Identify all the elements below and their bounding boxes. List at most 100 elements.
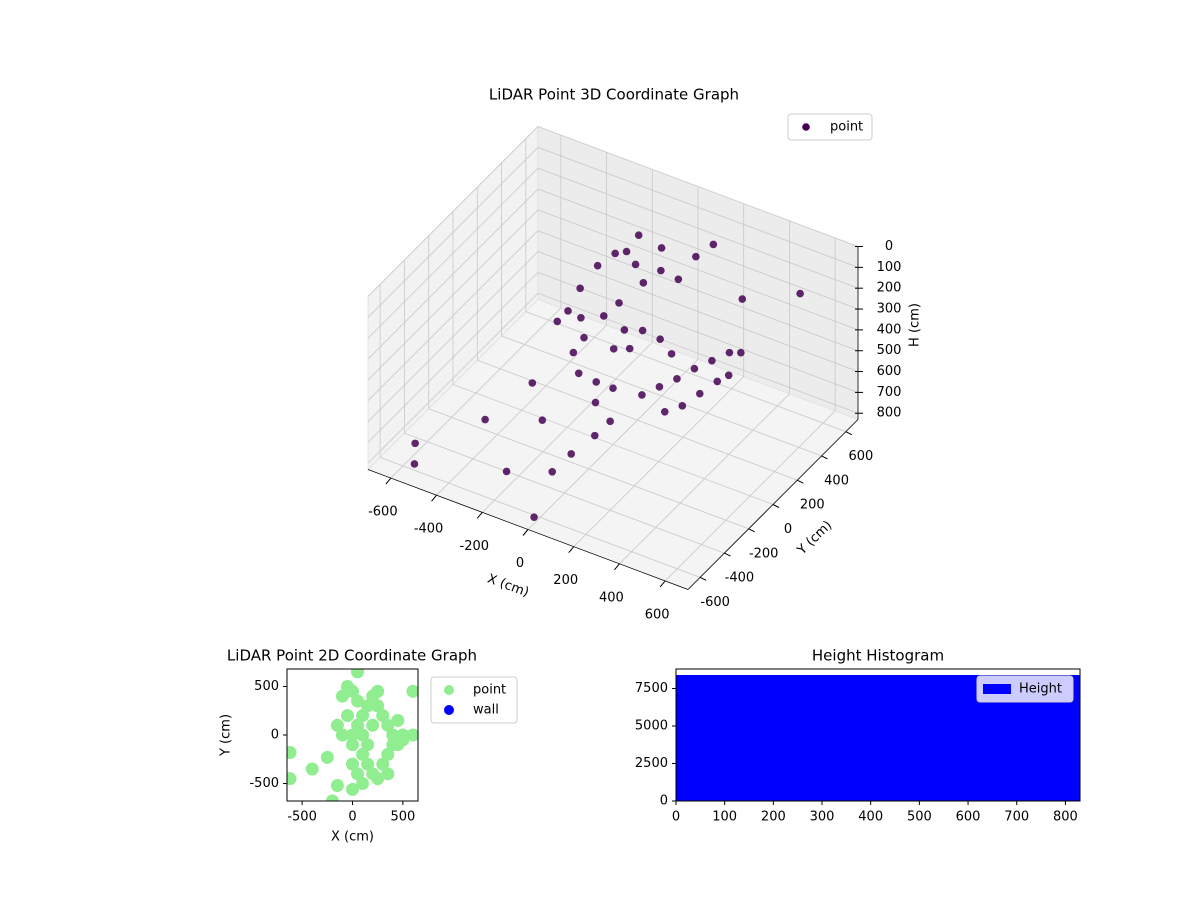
legend-label: wall bbox=[473, 703, 499, 718]
point bbox=[576, 284, 584, 293]
y-tick bbox=[845, 431, 853, 436]
point bbox=[620, 326, 629, 334]
point bbox=[356, 747, 370, 761]
point bbox=[371, 684, 385, 698]
chart-title: LiDAR Point 2D Coordinate Graph bbox=[227, 647, 477, 665]
x-tick-label: -500 bbox=[287, 810, 317, 825]
y-tick-label: 0 bbox=[271, 728, 279, 743]
x-tick bbox=[522, 529, 529, 536]
x-tick-label: 300 bbox=[810, 810, 835, 825]
point bbox=[287, 772, 297, 786]
y-tick-label: -200 bbox=[749, 546, 779, 561]
x-tick-label: 700 bbox=[1004, 810, 1029, 825]
y-axis-line bbox=[687, 419, 859, 590]
point bbox=[386, 728, 400, 742]
point bbox=[361, 757, 375, 771]
grid-line bbox=[367, 147, 539, 318]
y-axis-label: Y (cm) bbox=[219, 714, 234, 757]
point bbox=[287, 745, 297, 759]
point bbox=[391, 713, 405, 727]
point bbox=[737, 348, 745, 357]
point bbox=[738, 295, 747, 303]
z-tick-label: 800 bbox=[877, 406, 902, 421]
axes-frame bbox=[286, 668, 419, 802]
x-tick-label: 400 bbox=[858, 810, 883, 825]
x-tick-label: 800 bbox=[1053, 810, 1078, 825]
point bbox=[371, 772, 385, 786]
point bbox=[351, 718, 365, 732]
legend-label: point bbox=[830, 120, 863, 135]
point bbox=[351, 767, 365, 781]
point bbox=[330, 778, 344, 792]
z-tick-label: 600 bbox=[877, 364, 902, 379]
x-tick bbox=[385, 477, 392, 485]
grid-line bbox=[367, 251, 539, 422]
x-tick bbox=[431, 494, 437, 502]
point bbox=[371, 699, 385, 713]
y-tick-label: 5000 bbox=[635, 719, 668, 734]
point bbox=[615, 299, 623, 307]
point bbox=[690, 364, 699, 373]
z-tick-label: 100 bbox=[877, 260, 902, 275]
point bbox=[590, 431, 599, 440]
point bbox=[553, 317, 562, 326]
y-tick-label: -500 bbox=[249, 776, 279, 791]
x-tick-label: 600 bbox=[645, 607, 670, 622]
y-tick-label: -400 bbox=[725, 571, 755, 586]
legend-label: point bbox=[473, 683, 506, 698]
point bbox=[634, 231, 643, 240]
point bbox=[406, 684, 418, 698]
point bbox=[609, 384, 617, 393]
axes-frame bbox=[675, 668, 1081, 802]
x-tick-label: 500 bbox=[907, 810, 932, 825]
point bbox=[530, 513, 538, 521]
point bbox=[376, 709, 390, 723]
point bbox=[569, 348, 578, 357]
y-tick bbox=[821, 455, 828, 460]
grid-line bbox=[537, 272, 859, 393]
legend-swatch bbox=[444, 705, 454, 715]
point bbox=[346, 728, 359, 742]
x-axis-label: X (cm) bbox=[331, 830, 374, 845]
grid-line bbox=[537, 126, 859, 247]
y-tick-label: 7500 bbox=[635, 681, 668, 696]
point bbox=[361, 699, 375, 713]
point bbox=[638, 391, 646, 399]
point bbox=[406, 728, 418, 742]
grid-line bbox=[537, 209, 859, 331]
point bbox=[356, 709, 370, 723]
point bbox=[796, 289, 804, 298]
y-tick-label: 2500 bbox=[635, 756, 668, 771]
point bbox=[351, 694, 365, 708]
point bbox=[346, 782, 359, 796]
point bbox=[356, 777, 370, 791]
y-tick bbox=[699, 576, 707, 581]
point bbox=[528, 379, 537, 387]
point bbox=[657, 244, 666, 252]
chart-title: Height Histogram bbox=[812, 647, 944, 665]
y-tick-label: 0 bbox=[660, 794, 668, 809]
x-tick-label: -600 bbox=[368, 505, 398, 520]
y-tick-label: 400 bbox=[824, 473, 849, 488]
point bbox=[335, 689, 349, 703]
grid-line bbox=[404, 432, 725, 554]
grid-line bbox=[537, 230, 859, 352]
point bbox=[320, 750, 334, 764]
z-tick-label: 700 bbox=[877, 385, 902, 400]
point bbox=[346, 684, 359, 698]
point bbox=[366, 718, 380, 732]
y-tick-label: 500 bbox=[254, 679, 279, 694]
point bbox=[708, 356, 716, 365]
x-axis-line bbox=[367, 469, 689, 590]
x-tick-label: 0 bbox=[672, 810, 680, 825]
legend-swatch bbox=[983, 684, 1011, 694]
point bbox=[592, 378, 601, 386]
point bbox=[361, 738, 375, 752]
x-tick-label: 600 bbox=[956, 810, 981, 825]
x-tick bbox=[476, 512, 483, 519]
point bbox=[396, 733, 410, 747]
point bbox=[631, 260, 640, 269]
point bbox=[577, 314, 585, 322]
x-tick-label: 500 bbox=[390, 810, 415, 825]
